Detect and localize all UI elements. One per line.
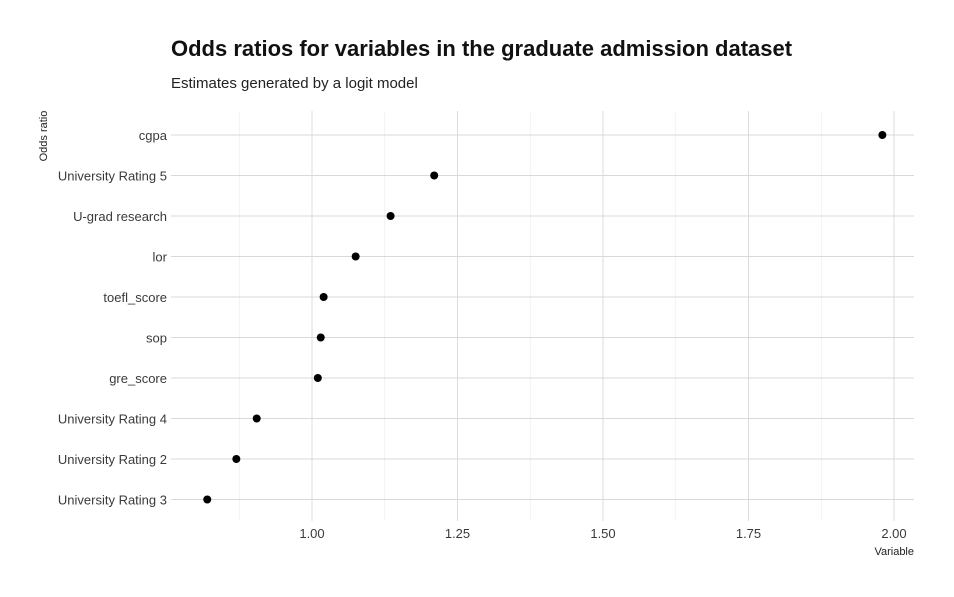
x-tick-label-0: 1.00 bbox=[299, 526, 324, 541]
y-tick-label-1: University Rating 5 bbox=[58, 169, 167, 184]
y-tick-label-6: gre_score bbox=[109, 371, 167, 386]
x-tick-label-3: 1.75 bbox=[736, 526, 761, 541]
y-tick-label-5: sop bbox=[146, 331, 167, 346]
data-point-3 bbox=[351, 252, 360, 261]
data-point-4 bbox=[319, 293, 328, 301]
data-point-6 bbox=[313, 374, 322, 382]
data-point-5 bbox=[316, 333, 325, 342]
data-point-1 bbox=[430, 171, 439, 180]
data-points bbox=[203, 131, 887, 504]
data-point-0 bbox=[878, 131, 887, 139]
x-axis-label: Variable bbox=[874, 546, 914, 558]
data-point-2 bbox=[386, 212, 395, 220]
y-tick-label-0: cgpa bbox=[139, 128, 168, 143]
data-point-7 bbox=[252, 414, 261, 423]
data-point-9 bbox=[203, 495, 212, 504]
y-tick-label-9: University Rating 3 bbox=[58, 493, 167, 508]
chart-title: Odds ratios for variables in the graduat… bbox=[171, 36, 793, 61]
y-tick-labels: cgpa University Rating 5 U-grad research lo… bbox=[58, 128, 168, 508]
x-tick-labels: 1.00 1.25 1.50 1.75 2.00 bbox=[299, 526, 906, 541]
y-tick-label-4: toefl_score bbox=[103, 290, 167, 305]
y-tick-label-7: University Rating 4 bbox=[58, 412, 167, 427]
x-tick-label-1: 1.25 bbox=[445, 526, 470, 541]
y-axis-label: Odds ratio bbox=[38, 111, 50, 162]
y-tick-label-3: lor bbox=[153, 250, 168, 265]
chart-subtitle: Estimates generated by a logit model bbox=[171, 75, 418, 92]
x-tick-label-4: 2.00 bbox=[881, 526, 906, 541]
x-tick-label-2: 1.50 bbox=[590, 526, 615, 541]
grid bbox=[171, 111, 914, 521]
y-tick-label-2: U-grad research bbox=[73, 209, 167, 224]
data-point-8 bbox=[232, 455, 241, 463]
y-tick-label-8: University Rating 2 bbox=[58, 452, 167, 467]
